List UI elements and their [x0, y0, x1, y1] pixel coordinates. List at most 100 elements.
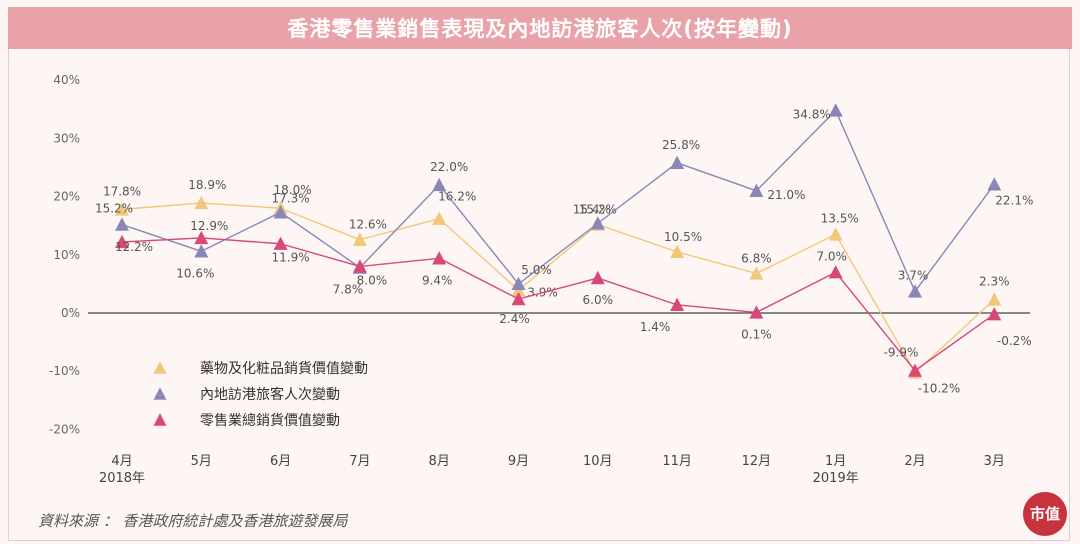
data-point-marker	[828, 103, 843, 117]
series-line	[121, 109, 995, 293]
data-point-marker	[908, 363, 922, 377]
x-tick-label: 7月	[349, 454, 370, 469]
data-label: 22.1%	[995, 193, 1033, 207]
y-tick-label: 10%	[53, 248, 80, 262]
data-label: 18.9%	[188, 178, 226, 192]
legend-label: 零售業總銷貨價值變動	[200, 412, 340, 429]
data-label: 10.6%	[176, 266, 214, 280]
data-point-marker	[194, 195, 209, 210]
data-label: 17.3%	[272, 191, 310, 205]
x-tick-label: 5月	[191, 454, 212, 469]
series-line	[121, 237, 995, 372]
data-point-marker	[352, 232, 367, 246]
data-point-marker	[115, 234, 129, 249]
data-label: 22.0%	[430, 160, 468, 174]
data-label: 10.5%	[664, 230, 702, 244]
data-point-marker	[511, 291, 526, 306]
data-point-marker	[115, 217, 129, 231]
data-point-marker	[908, 284, 922, 298]
data-label: 5.0%	[521, 263, 552, 277]
data-label: 17.8%	[103, 184, 141, 198]
data-label: 7.0%	[816, 249, 847, 263]
data-point-marker	[749, 183, 764, 197]
y-tick-label: 30%	[53, 131, 80, 145]
data-point-marker	[352, 259, 367, 273]
data-point-marker	[432, 177, 447, 192]
data-label: 21.0%	[767, 188, 805, 202]
legend-marker	[153, 413, 167, 426]
y-tick-label: -10%	[49, 364, 80, 378]
data-point-marker	[987, 292, 1002, 306]
data-label: 11.9%	[272, 251, 310, 265]
x-tick-sublabel: 2019年	[813, 471, 859, 486]
data-label: -9.9%	[884, 346, 919, 360]
x-tick-label: 11月	[662, 454, 692, 469]
chart-frame	[8, 49, 1070, 541]
data-point-marker	[115, 202, 129, 216]
x-tick-label: 12月	[742, 454, 772, 469]
legend-marker	[153, 361, 167, 374]
data-label: 12.9%	[190, 219, 228, 233]
x-tick-label: 3月	[984, 454, 1005, 469]
x-tick-sublabel: 2018年	[99, 471, 145, 486]
chart-title: 香港零售業銷售表現及內地訪港旅客人次(按年變動)	[8, 7, 1072, 49]
data-point-marker	[670, 155, 685, 170]
data-point-marker	[590, 216, 605, 230]
data-point-marker	[670, 244, 685, 259]
data-label: 7.8%	[333, 283, 364, 297]
data-label: 6.0%	[583, 293, 614, 307]
data-point-marker	[273, 205, 288, 219]
data-point-marker	[828, 227, 843, 241]
legend-label: 內地訪港旅客人次變動	[200, 386, 340, 403]
data-point-marker	[432, 251, 447, 265]
y-tick-label: -20%	[49, 422, 80, 436]
x-tick-label: 2月	[904, 454, 925, 469]
legend-label: 藥物及化粧品銷貨價值變動	[200, 360, 368, 377]
data-label: 25.8%	[662, 138, 700, 152]
data-label: 2.3%	[979, 275, 1010, 289]
data-label: 13.5%	[821, 211, 859, 225]
data-point-marker	[194, 230, 209, 245]
data-point-marker	[273, 236, 288, 250]
data-label: 16.2%	[438, 190, 476, 204]
x-tick-label: 1月	[825, 454, 846, 469]
x-tick-label: 9月	[508, 454, 529, 469]
data-label: 1.4%	[640, 320, 671, 334]
data-label: -10.2%	[918, 381, 960, 395]
x-tick-label: 4月	[111, 454, 132, 469]
y-tick-label: 40%	[53, 73, 80, 87]
data-label: -0.2%	[997, 334, 1032, 348]
data-point-marker	[432, 211, 447, 225]
series-line	[121, 202, 995, 374]
source-note: 資料來源 ： 香港政府統計處及香港旅遊發展局	[38, 512, 348, 530]
data-label: 15.4%	[573, 202, 611, 216]
data-point-marker	[590, 270, 605, 285]
data-label: 0.1%	[741, 327, 772, 341]
y-tick-label: 20%	[53, 190, 80, 204]
data-point-marker	[987, 177, 1002, 191]
legend-marker	[153, 387, 167, 400]
data-label: 15.2%	[579, 203, 617, 217]
data-label: 34.8%	[793, 107, 831, 121]
x-tick-label: 8月	[429, 454, 450, 469]
x-tick-label: 6月	[270, 454, 291, 469]
data-point-marker	[749, 266, 764, 280]
data-label: 3.7%	[898, 268, 929, 282]
data-label: 2.4%	[499, 312, 530, 326]
data-label: 9.4%	[422, 273, 453, 287]
data-label: 12.2%	[115, 240, 153, 254]
data-label: 8.0%	[357, 273, 388, 287]
data-label: 6.8%	[741, 251, 772, 265]
x-tick-label: 10月	[583, 454, 613, 469]
data-point-marker	[749, 305, 764, 319]
data-point-marker	[511, 276, 526, 291]
data-label: 12.6%	[349, 218, 387, 232]
brand-logo: 市值	[1023, 492, 1067, 536]
data-point-marker	[670, 297, 685, 312]
data-point-marker	[194, 244, 209, 258]
data-label: 18.0%	[274, 183, 312, 197]
data-point-marker	[987, 307, 1002, 321]
y-tick-label: 0%	[61, 306, 80, 320]
data-label: 15.2%	[95, 202, 133, 216]
